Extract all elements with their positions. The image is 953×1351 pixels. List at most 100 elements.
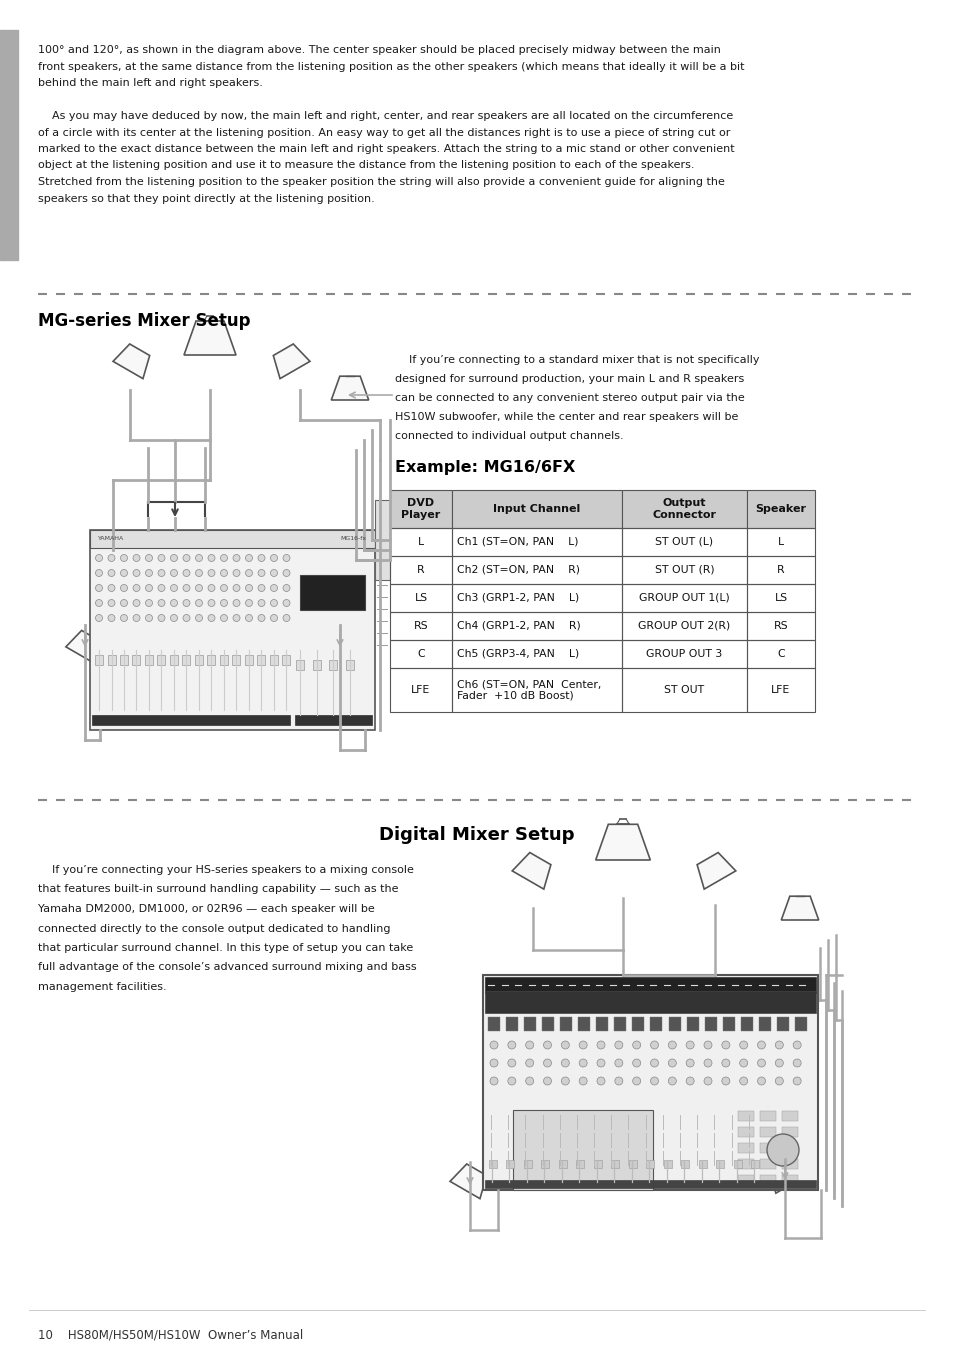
- Text: 100° and 120°, as shown in the diagram above. The center speaker should be place: 100° and 120°, as shown in the diagram a…: [38, 45, 720, 55]
- Circle shape: [490, 1077, 497, 1085]
- Circle shape: [739, 1077, 747, 1085]
- Text: management facilities.: management facilities.: [38, 982, 167, 992]
- Bar: [558, 1161, 566, 1169]
- Bar: [760, 1175, 775, 1185]
- Circle shape: [132, 615, 140, 621]
- Circle shape: [220, 554, 227, 562]
- Circle shape: [578, 1042, 586, 1048]
- Bar: [170, 655, 178, 665]
- Circle shape: [597, 1077, 604, 1085]
- Bar: [746, 667, 814, 712]
- Circle shape: [195, 615, 202, 621]
- Bar: [621, 557, 746, 584]
- Bar: [452, 490, 621, 528]
- Circle shape: [146, 600, 152, 607]
- Bar: [513, 1111, 652, 1190]
- Bar: [282, 655, 291, 665]
- Circle shape: [257, 554, 265, 562]
- Circle shape: [632, 1059, 640, 1067]
- Text: Ch5 (GRP3-4, PAN    L): Ch5 (GRP3-4, PAN L): [456, 648, 578, 659]
- Bar: [452, 557, 621, 584]
- Text: LFE: LFE: [771, 685, 790, 694]
- Circle shape: [668, 1077, 676, 1085]
- Text: marked to the exact distance between the main left and right speakers. Attach th: marked to the exact distance between the…: [38, 145, 734, 154]
- Text: R: R: [777, 565, 784, 576]
- Bar: [245, 655, 253, 665]
- Circle shape: [245, 585, 253, 592]
- Circle shape: [195, 570, 202, 577]
- Circle shape: [171, 585, 177, 592]
- Circle shape: [792, 1077, 801, 1085]
- Text: can be connected to any convenient stereo output pair via the: can be connected to any convenient stere…: [395, 393, 744, 403]
- Circle shape: [233, 585, 240, 592]
- Bar: [390, 557, 452, 584]
- Bar: [699, 1161, 706, 1169]
- Text: GROUP OUT 2(R): GROUP OUT 2(R): [638, 621, 730, 631]
- Circle shape: [739, 1059, 747, 1067]
- Text: YAMAHA: YAMAHA: [98, 535, 124, 540]
- Circle shape: [257, 585, 265, 592]
- Bar: [704, 1017, 716, 1031]
- Circle shape: [668, 1059, 676, 1067]
- Circle shape: [183, 585, 190, 592]
- Text: Speaker: Speaker: [755, 504, 805, 513]
- Text: Ch2 (ST=ON, PAN    R): Ch2 (ST=ON, PAN R): [456, 565, 579, 576]
- Circle shape: [208, 570, 214, 577]
- Bar: [559, 1017, 572, 1031]
- Text: that particular surround channel. In this type of setup you can take: that particular surround channel. In thi…: [38, 943, 413, 952]
- Circle shape: [208, 554, 214, 562]
- Bar: [578, 1017, 590, 1031]
- Text: Ch1 (ST=ON, PAN    L): Ch1 (ST=ON, PAN L): [456, 536, 578, 547]
- Bar: [390, 640, 452, 667]
- Bar: [390, 528, 452, 557]
- Circle shape: [95, 600, 102, 607]
- Text: front speakers, at the same distance from the listening position as the other sp: front speakers, at the same distance fro…: [38, 62, 743, 72]
- Bar: [680, 1161, 689, 1169]
- Text: ST OUT (R): ST OUT (R): [654, 565, 714, 576]
- Circle shape: [490, 1042, 497, 1048]
- Circle shape: [685, 1059, 694, 1067]
- Bar: [746, 528, 814, 557]
- Bar: [299, 576, 365, 611]
- Bar: [523, 1161, 532, 1169]
- Bar: [781, 1175, 797, 1185]
- Bar: [621, 584, 746, 612]
- Circle shape: [525, 1059, 533, 1067]
- Circle shape: [257, 570, 265, 577]
- Bar: [611, 1161, 618, 1169]
- Text: object at the listening position and use it to measure the distance from the lis: object at the listening position and use…: [38, 161, 694, 170]
- Bar: [776, 1017, 788, 1031]
- Bar: [452, 640, 621, 667]
- Text: Input Channel: Input Channel: [493, 504, 580, 513]
- Circle shape: [271, 615, 277, 621]
- Bar: [738, 1111, 753, 1121]
- Polygon shape: [324, 631, 358, 663]
- Circle shape: [507, 1042, 516, 1048]
- Circle shape: [146, 585, 152, 592]
- Circle shape: [507, 1077, 516, 1085]
- Circle shape: [703, 1077, 711, 1085]
- Bar: [523, 1017, 536, 1031]
- Bar: [182, 655, 191, 665]
- Circle shape: [171, 600, 177, 607]
- Circle shape: [739, 1042, 747, 1048]
- Circle shape: [257, 615, 265, 621]
- Circle shape: [650, 1042, 658, 1048]
- Bar: [220, 655, 228, 665]
- Circle shape: [146, 570, 152, 577]
- Circle shape: [120, 615, 128, 621]
- Bar: [506, 1161, 514, 1169]
- Circle shape: [245, 600, 253, 607]
- Circle shape: [120, 585, 128, 592]
- Circle shape: [220, 570, 227, 577]
- Circle shape: [95, 570, 102, 577]
- Bar: [668, 1017, 679, 1031]
- Circle shape: [757, 1059, 764, 1067]
- Circle shape: [543, 1059, 551, 1067]
- Circle shape: [283, 554, 290, 562]
- Bar: [484, 977, 815, 993]
- Bar: [686, 1017, 698, 1031]
- Circle shape: [614, 1042, 622, 1048]
- Text: C: C: [777, 648, 784, 659]
- Circle shape: [245, 570, 253, 577]
